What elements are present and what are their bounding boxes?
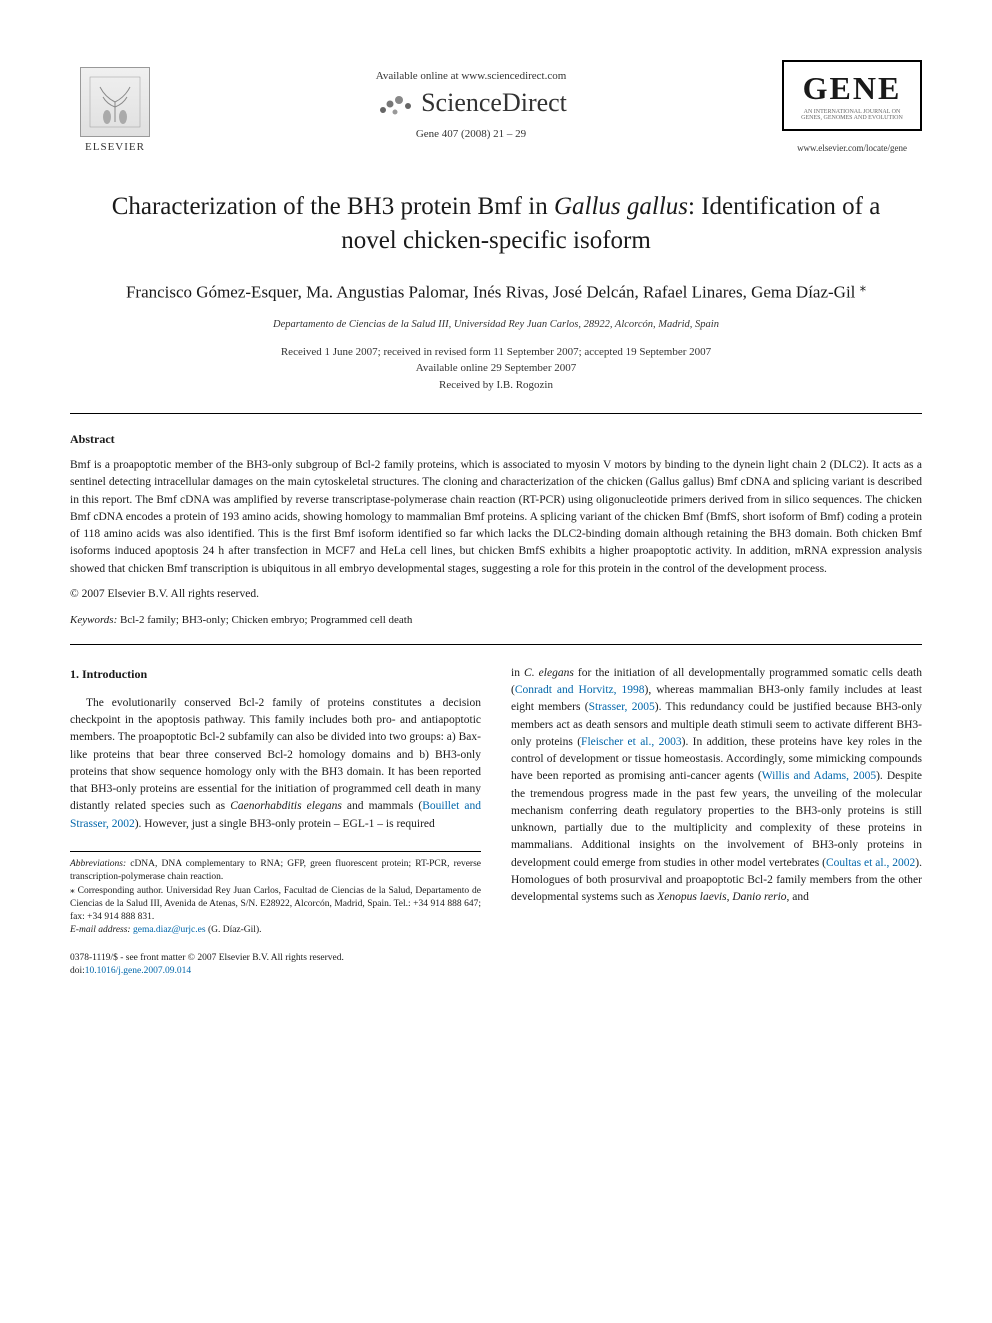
journal-url: www.elsevier.com/locate/gene xyxy=(782,143,922,153)
elsevier-logo: ELSEVIER xyxy=(70,60,160,160)
sciencedirect-logo: ScienceDirect xyxy=(160,88,782,118)
dates-editor: Received by I.B. Rogozin xyxy=(70,377,922,394)
keywords: Keywords: Bcl-2 family; BH3-only; Chicke… xyxy=(70,614,922,626)
elsevier-label: ELSEVIER xyxy=(85,141,145,153)
sciencedirect-icon xyxy=(375,88,415,118)
available-online-text: Available online at www.sciencedirect.co… xyxy=(160,70,782,82)
footnote-abbreviations: Abbreviations: cDNA, DNA complementary t… xyxy=(70,858,481,885)
center-header: Available online at www.sciencedirect.co… xyxy=(160,60,782,140)
introduction-heading: 1. Introduction xyxy=(70,665,481,683)
keywords-label: Keywords: xyxy=(70,614,117,626)
header: ELSEVIER Available online at www.science… xyxy=(70,60,922,160)
sciencedirect-text: ScienceDirect xyxy=(421,88,567,118)
body-columns: 1. Introduction The evolutionarily conse… xyxy=(70,665,922,978)
intro-para-right: in C. elegans for the initiation of all … xyxy=(511,665,922,907)
abstract-heading: Abstract xyxy=(70,432,922,447)
dates-received: Received 1 June 2007; received in revise… xyxy=(70,344,922,361)
rule-below-keywords xyxy=(70,644,922,645)
column-right: in C. elegans for the initiation of all … xyxy=(511,665,922,978)
keywords-text: Bcl-2 family; BH3-only; Chicken embryo; … xyxy=(117,614,412,626)
intro-para-left: The evolutionarily conserved Bcl-2 famil… xyxy=(70,695,481,833)
dates-available: Available online 29 September 2007 xyxy=(70,360,922,377)
corresponding-marker: ⁎ xyxy=(860,280,866,294)
issn-line: 0378-1119/$ - see front matter © 2007 El… xyxy=(70,952,481,965)
column-left: 1. Introduction The evolutionarily conse… xyxy=(70,665,481,978)
elsevier-tree-icon xyxy=(80,67,150,137)
authors: Francisco Gómez-Esquer, Ma. Angustias Pa… xyxy=(70,278,922,305)
title-species: Gallus gallus xyxy=(554,193,688,220)
ref-strasser[interactable]: Strasser, 2005 xyxy=(589,701,655,713)
footer-left: 0378-1119/$ - see front matter © 2007 El… xyxy=(70,952,481,979)
footnote-corresponding: ⁎ Corresponding author. Universidad Rey … xyxy=(70,885,481,925)
email-link[interactable]: gema.diaz@urjc.es xyxy=(131,925,206,935)
affiliation: Departamento de Ciencias de la Salud III… xyxy=(70,319,922,330)
ref-coultas[interactable]: Coultas et al., 2002 xyxy=(826,857,915,869)
authors-list: Francisco Gómez-Esquer, Ma. Angustias Pa… xyxy=(126,282,860,301)
gene-logo: GENE AN INTERNATIONAL JOURNAL ON GENES, … xyxy=(782,60,922,153)
ref-willis[interactable]: Willis and Adams, 2005 xyxy=(762,770,876,782)
doi-line: doi:10.1016/j.gene.2007.09.014 xyxy=(70,965,481,978)
journal-reference: Gene 407 (2008) 21 – 29 xyxy=(160,128,782,140)
article-dates: Received 1 June 2007; received in revise… xyxy=(70,344,922,394)
footnote-email: E-mail address: gema.diaz@urjc.es (G. Dí… xyxy=(70,924,481,937)
gene-subtitle: AN INTERNATIONAL JOURNAL ON GENES, GENOM… xyxy=(798,109,906,121)
footnotes: Abbreviations: cDNA, DNA complementary t… xyxy=(70,851,481,938)
title-pre: Characterization of the BH3 protein Bmf … xyxy=(112,193,554,220)
abstract-copyright: © 2007 Elsevier B.V. All rights reserved… xyxy=(70,588,922,600)
article-title: Characterization of the BH3 protein Bmf … xyxy=(110,190,882,258)
gene-box: GENE AN INTERNATIONAL JOURNAL ON GENES, … xyxy=(782,60,922,131)
ref-fleischer[interactable]: Fleischer et al., 2003 xyxy=(581,736,682,748)
abstract-text: Bmf is a proapoptotic member of the BH3-… xyxy=(70,457,922,578)
rule-above-abstract xyxy=(70,413,922,414)
ref-conradt[interactable]: Conradt and Horvitz, 1998 xyxy=(515,684,645,696)
gene-label: GENE xyxy=(798,70,906,107)
doi-link[interactable]: 10.1016/j.gene.2007.09.014 xyxy=(85,966,191,976)
